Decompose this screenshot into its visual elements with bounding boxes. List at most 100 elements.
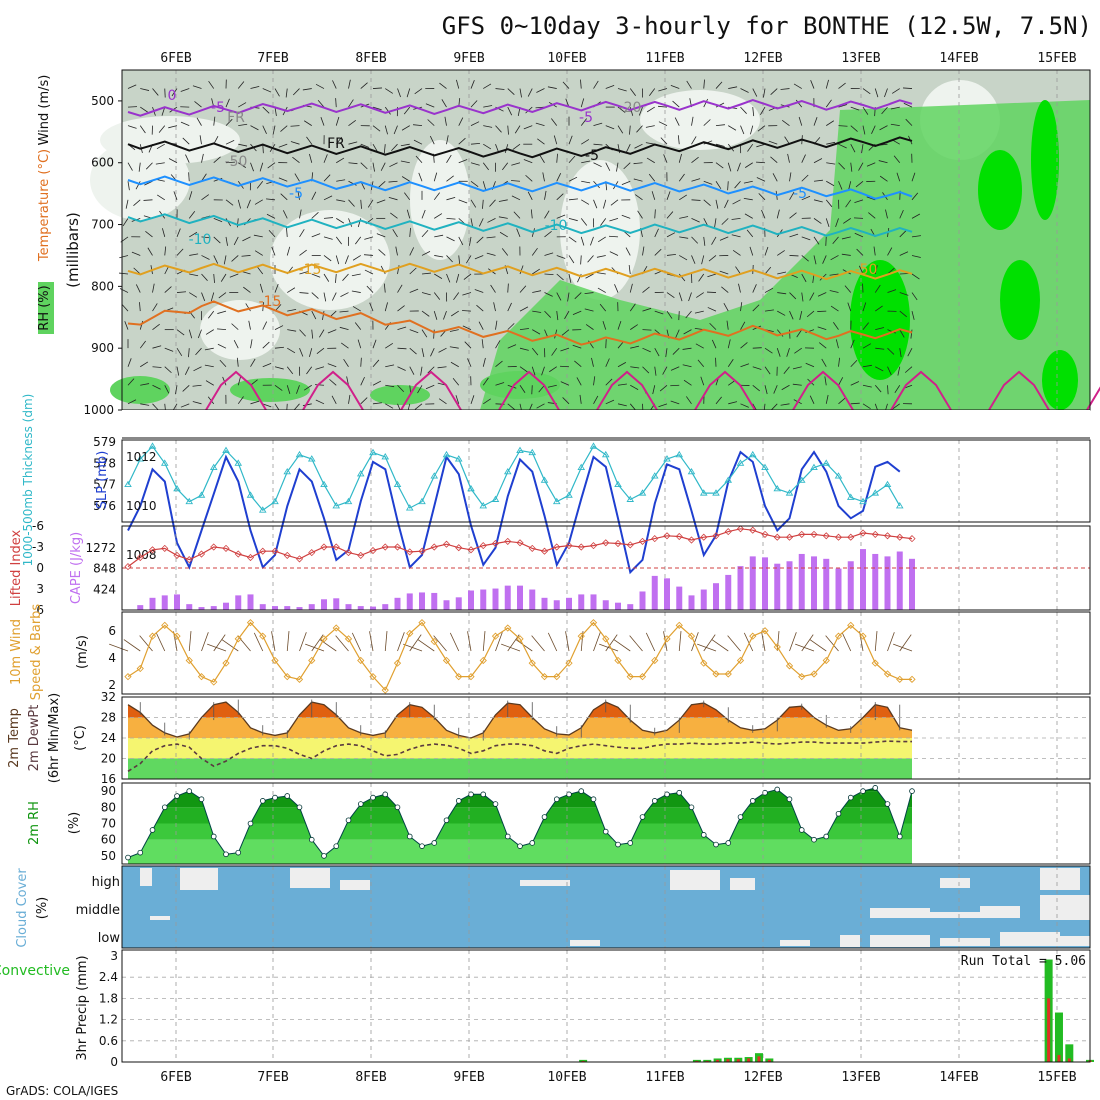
upper-wind-barb: [605, 162, 611, 171]
upper-wind-barb: [238, 143, 248, 147]
isotherm-25-segment-1: [302, 370, 364, 411]
upper-wind-barb: [262, 321, 268, 330]
upper-wind-barb: [486, 252, 496, 256]
lifted-index-marker-40: [614, 539, 622, 548]
thickness-marker-17: [332, 502, 341, 509]
upper-wind-barb: [450, 361, 459, 368]
upper-wind-barb: [773, 385, 778, 394]
wind-speed-marker-5: [185, 656, 193, 665]
surface-wind-barb-55: [801, 634, 814, 652]
middle-cloud-0: [870, 908, 930, 918]
upper-wind-barb: [538, 385, 545, 393]
upper-wind-barb: [282, 210, 288, 219]
surface-wind-barb-23: [409, 634, 422, 652]
surface-wind-barb-34: [531, 635, 545, 652]
rh-marker-38: [590, 796, 597, 802]
upper-wind-barb: [789, 292, 797, 300]
upper-wind-barb: [523, 159, 533, 164]
upper-wind-barb: [152, 345, 162, 349]
lifted-index-marker-5: [185, 556, 193, 564]
upper-wind-barb: [666, 253, 676, 256]
lifted-index-marker-26: [442, 540, 451, 548]
upper-wind-barb: [862, 88, 871, 95]
bottom-date-label-15FEB: 15FEB: [1037, 1070, 1076, 1085]
lifted-index-marker-4: [173, 551, 181, 559]
upper-wind-barb: [603, 199, 607, 209]
upper-wind-barb: [119, 255, 129, 259]
wind-speed-marker-34: [540, 673, 549, 681]
upper-wind-barb: [156, 194, 165, 201]
upper-wind-barb: [862, 125, 866, 135]
upper-wind-barb: [237, 81, 245, 89]
upper-wind-barb: [887, 385, 889, 395]
cape-bar-36: [566, 597, 572, 610]
upper-wind-barb: [740, 363, 750, 368]
upper-wind-barb: [911, 292, 918, 301]
rh-low-moist-2: [480, 371, 560, 399]
precip-convective-bar-56: [705, 1060, 709, 1062]
wind-speed-marker-43: [651, 656, 659, 665]
upper-wind-barb: [502, 162, 509, 171]
rh-band-45-60: [128, 839, 912, 864]
upper-wind-barb: [188, 348, 190, 358]
upper-wind-barb: [458, 117, 464, 126]
upper-wind-barb: [147, 247, 153, 256]
lifted-index-marker-8: [222, 544, 230, 552]
upper-wind-barb: [817, 326, 827, 331]
upper-wind-barb: [152, 384, 161, 390]
upper-wind-barb: [462, 292, 472, 296]
upper-wind-barb: [474, 255, 484, 260]
upper-wind-barb: [838, 104, 848, 108]
upper-wind-barb: [287, 287, 296, 293]
upper-wind-barb: [787, 153, 790, 163]
upper-wind-barb: [848, 181, 852, 191]
upper-wind-barb: [180, 121, 190, 127]
upper-wind-barb: [617, 403, 627, 407]
lifted-index-marker-18: [344, 549, 353, 557]
upper-wind-barb: [143, 199, 153, 201]
cape-bar-9: [235, 595, 242, 610]
upper-wind-barb: [764, 366, 771, 375]
rh-marker-0: [125, 854, 131, 861]
upper-wind-barb: [189, 253, 199, 256]
upper-wind-barb: [195, 347, 202, 356]
wind-speed-marker-32: [516, 635, 524, 643]
upper-wind-barb: [483, 398, 491, 405]
top-date-label-7FEB: 7FEB: [257, 51, 288, 66]
upper-wind-barb: [433, 292, 441, 300]
surface-wind-barb-56: [795, 643, 815, 652]
upper-wind-barb: [703, 79, 705, 89]
upper-wind-barb: [131, 251, 141, 256]
upper-wind-barb: [761, 209, 766, 219]
upper-wind-barb: [481, 339, 484, 349]
upper-wind-barb: [420, 366, 423, 376]
bottom-date-label-14FEB: 14FEB: [939, 1070, 978, 1085]
upper-wind-barb: [576, 377, 582, 386]
lifted-index-marker-14: [295, 555, 304, 563]
upper-wind-barb: [764, 347, 773, 354]
upper-wind-barb: [193, 366, 202, 372]
pressure-tick-label-600: 600: [91, 156, 114, 170]
upper-wind-barb: [832, 236, 839, 245]
rh-marker-45: [676, 789, 683, 796]
upper-wind-barb: [666, 292, 675, 299]
upper-wind-barb: [286, 366, 294, 375]
upper-wind-barb: [213, 156, 221, 164]
upper-wind-barb: [683, 379, 692, 386]
upper-wind-barb: [403, 106, 411, 115]
upper-wind-barb: [280, 193, 288, 201]
upper-wind-barb: [703, 199, 711, 207]
upper-wind-barb: [139, 302, 141, 312]
run-total-label: Run Total = 5.06: [961, 954, 1086, 969]
rh-very-moist-3: [1042, 350, 1078, 410]
upper-wind-barb: [629, 125, 631, 135]
rh-low-moist-3: [370, 385, 430, 405]
upper-wind-barb: [714, 218, 717, 228]
upper-wind-barb: [721, 218, 729, 225]
surface-wind-barb-43: [645, 632, 656, 652]
upper-wind-barb: [666, 211, 674, 219]
upper-wind-barb: [781, 120, 790, 126]
upper-wind-barb: [890, 106, 900, 110]
upper-wind-barb: [216, 328, 227, 331]
upper-wind-barb: [238, 102, 247, 108]
